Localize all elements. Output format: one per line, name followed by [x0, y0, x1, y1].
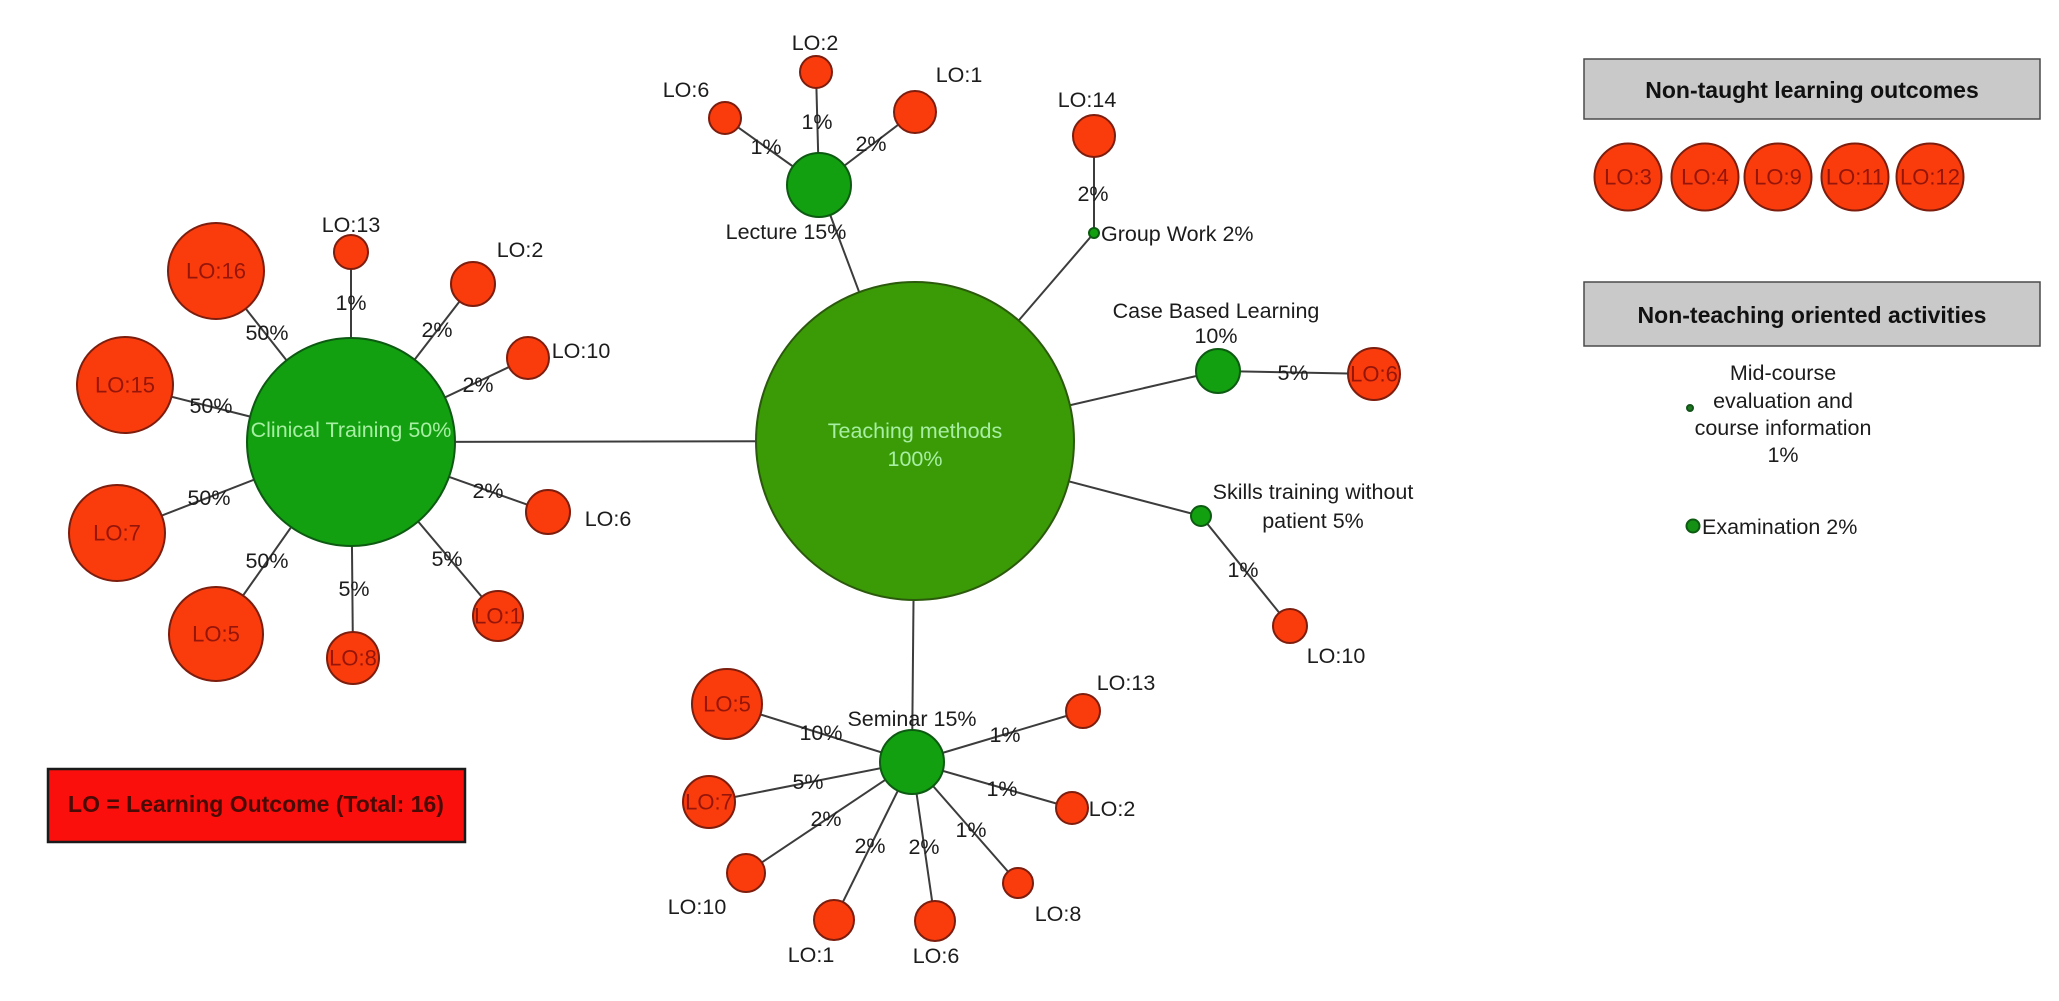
- svg-text:evaluation and: evaluation and: [1713, 389, 1853, 413]
- svg-text:50%: 50%: [189, 394, 232, 418]
- svg-text:1%: 1%: [955, 818, 986, 842]
- svg-text:LO:9: LO:9: [1754, 165, 1802, 190]
- svg-text:1%: 1%: [986, 777, 1017, 801]
- svg-text:50%: 50%: [245, 321, 288, 345]
- svg-text:50%: 50%: [245, 549, 288, 573]
- svg-text:LO = Learning Outcome (Total:: LO = Learning Outcome (Total: 16): [68, 791, 444, 817]
- svg-text:Teaching methods: Teaching methods: [828, 419, 1003, 443]
- svg-text:Mid-course: Mid-course: [1730, 361, 1836, 385]
- svg-text:1%: 1%: [1767, 443, 1798, 467]
- svg-text:Examination 2%: Examination 2%: [1702, 515, 1857, 539]
- svg-text:LO:11: LO:11: [1826, 165, 1884, 190]
- svg-text:1%: 1%: [335, 291, 366, 315]
- svg-text:1%: 1%: [750, 135, 781, 159]
- svg-text:LO:12: LO:12: [1900, 165, 1960, 190]
- svg-text:Clinical Training 50%: Clinical Training 50%: [251, 418, 452, 442]
- svg-text:LO:6: LO:6: [585, 507, 632, 531]
- svg-text:LO:10: LO:10: [552, 339, 611, 363]
- svg-text:LO:1: LO:1: [474, 604, 522, 629]
- svg-text:Case Based Learning: Case Based Learning: [1113, 299, 1320, 323]
- svg-text:1%: 1%: [989, 723, 1020, 747]
- svg-text:2%: 2%: [462, 373, 493, 397]
- svg-text:LO:10: LO:10: [1307, 644, 1366, 668]
- svg-text:LO:14: LO:14: [1058, 88, 1117, 112]
- svg-text:2%: 2%: [472, 479, 503, 503]
- svg-text:5%: 5%: [431, 547, 462, 571]
- svg-text:LO:6: LO:6: [913, 944, 960, 968]
- svg-text:LO:5: LO:5: [703, 692, 751, 717]
- svg-text:Group Work 2%: Group Work 2%: [1101, 222, 1254, 246]
- svg-text:2%: 2%: [421, 318, 452, 342]
- svg-text:2%: 2%: [855, 132, 886, 156]
- svg-text:LO:1: LO:1: [936, 63, 983, 87]
- svg-text:LO:8: LO:8: [329, 646, 377, 671]
- svg-text:2%: 2%: [908, 835, 939, 859]
- svg-text:10%: 10%: [1194, 324, 1237, 348]
- svg-text:Seminar 15%: Seminar 15%: [847, 707, 976, 731]
- svg-text:5%: 5%: [338, 577, 369, 601]
- svg-text:Non-teaching oriented activiti: Non-teaching oriented activities: [1638, 302, 1987, 328]
- svg-text:LO:2: LO:2: [497, 238, 544, 262]
- svg-text:10%: 10%: [799, 721, 842, 745]
- svg-text:course information: course information: [1695, 416, 1872, 440]
- svg-text:LO:6: LO:6: [1350, 362, 1398, 387]
- svg-text:LO:5: LO:5: [192, 622, 240, 647]
- svg-text:Lecture 15%: Lecture 15%: [726, 220, 847, 244]
- svg-text:Skills training without: Skills training without: [1213, 480, 1414, 504]
- svg-text:2%: 2%: [854, 834, 885, 858]
- svg-text:LO:2: LO:2: [792, 31, 839, 55]
- svg-text:LO:7: LO:7: [685, 790, 733, 815]
- svg-text:1%: 1%: [801, 110, 832, 134]
- svg-text:LO:2: LO:2: [1089, 797, 1136, 821]
- svg-text:LO:10: LO:10: [668, 895, 727, 919]
- svg-text:Non-taught learning outcomes: Non-taught learning outcomes: [1645, 77, 1979, 103]
- svg-text:LO:6: LO:6: [663, 78, 710, 102]
- svg-text:LO:3: LO:3: [1604, 165, 1652, 190]
- svg-text:LO:15: LO:15: [95, 373, 155, 398]
- svg-text:LO:8: LO:8: [1035, 902, 1082, 926]
- svg-text:LO:16: LO:16: [186, 259, 246, 284]
- svg-text:LO:1: LO:1: [788, 943, 835, 967]
- svg-text:50%: 50%: [187, 486, 230, 510]
- svg-text:LO:4: LO:4: [1681, 165, 1729, 190]
- svg-text:2%: 2%: [1077, 182, 1108, 206]
- svg-text:LO:7: LO:7: [93, 521, 141, 546]
- svg-text:LO:13: LO:13: [322, 213, 381, 237]
- svg-text:patient 5%: patient 5%: [1262, 509, 1364, 533]
- svg-text:5%: 5%: [792, 770, 823, 794]
- svg-text:1%: 1%: [1227, 558, 1258, 582]
- svg-text:2%: 2%: [810, 807, 841, 831]
- svg-text:100%: 100%: [888, 447, 943, 471]
- svg-text:5%: 5%: [1277, 361, 1308, 385]
- svg-text:LO:13: LO:13: [1097, 671, 1156, 695]
